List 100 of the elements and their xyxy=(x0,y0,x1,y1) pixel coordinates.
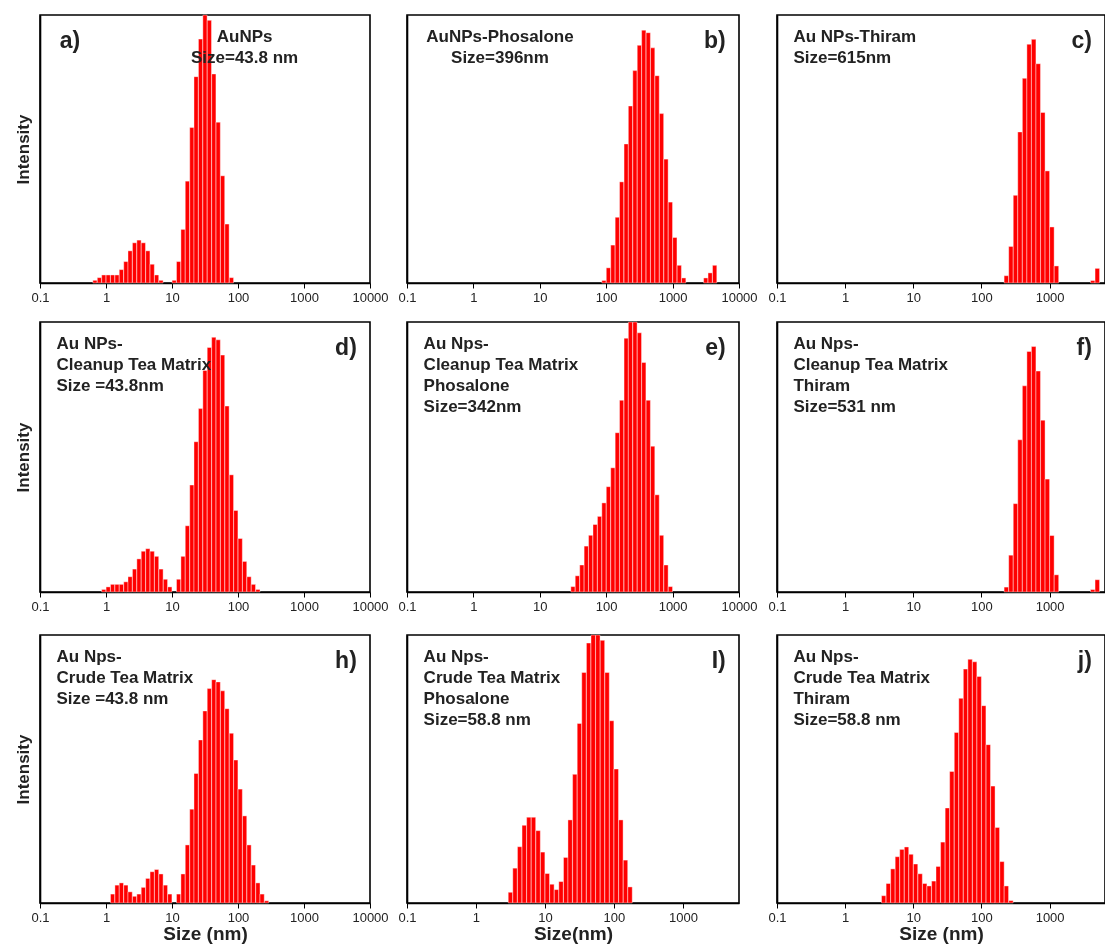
x-tick-label: 100 xyxy=(971,598,993,614)
x-tick-label: 10 xyxy=(533,289,548,305)
bar xyxy=(215,681,221,904)
annotation: Phosalone xyxy=(423,376,510,395)
x-tick-label: 0.1 xyxy=(768,289,787,305)
x-tick-label: 0.1 xyxy=(398,909,417,925)
annotation: d) xyxy=(335,334,357,360)
bar xyxy=(215,339,221,593)
x-axis-title: Size (nm) xyxy=(899,922,984,944)
x-tick-label: 1000 xyxy=(1035,909,1065,925)
bar xyxy=(149,871,155,904)
x-tick-label: 100 xyxy=(227,598,250,614)
bar xyxy=(101,589,107,593)
x-tick-label: 1000 xyxy=(658,598,688,614)
x-tick-label: 100 xyxy=(227,289,250,305)
bar xyxy=(645,32,651,284)
annotation: Size=531 nm xyxy=(793,397,896,416)
annotation: Au Nps- xyxy=(793,334,859,353)
x-tick-label: 100 xyxy=(971,289,993,305)
x-tick-label: 1 xyxy=(102,909,111,925)
annotation: Au Nps- xyxy=(423,647,489,666)
annotation: Cleanup Tea Matrix xyxy=(423,355,579,374)
x-tick-label: 10 xyxy=(165,909,180,925)
bar xyxy=(123,884,129,904)
annotation: Size=58.8 nm xyxy=(423,710,531,729)
annotation: Size =43.8nm xyxy=(56,376,164,395)
x-tick-label: 0.1 xyxy=(768,598,787,614)
annotation: Thiram xyxy=(793,689,851,708)
annotation: Size=396nm xyxy=(451,48,549,67)
x-tick-label: 1000 xyxy=(290,909,319,925)
annotation: Size=342nm xyxy=(423,397,522,416)
x-tick-label: 10 xyxy=(906,289,922,305)
x-tick-label: 1 xyxy=(102,598,111,614)
annotation: f) xyxy=(1076,334,1092,360)
x-axis-title: Size(nm) xyxy=(533,922,614,944)
annotation: Au Nps- xyxy=(793,647,859,666)
x-tick-label: 1000 xyxy=(668,909,698,925)
annotation: AuNPs xyxy=(216,27,273,46)
x-tick-label: 100 xyxy=(595,289,618,305)
x-tick-label: 100 xyxy=(971,909,993,925)
x-tick-label: 10 xyxy=(165,289,180,305)
bar xyxy=(632,321,638,593)
x-tick-label: 10000 xyxy=(352,598,389,614)
annotation: Au NPs- xyxy=(56,334,123,353)
annotation: Crude Tea Matrix xyxy=(423,668,561,687)
x-tick-label: 100 xyxy=(603,909,626,925)
x-tick-label: 100 xyxy=(595,598,618,614)
annotation: Size =43.8 nm xyxy=(56,689,169,708)
annotation: b) xyxy=(704,27,726,53)
text: h) xyxy=(335,647,357,673)
annotation: Au NPs-Thiram xyxy=(793,27,917,46)
annotation: I) xyxy=(711,647,726,673)
x-tick-label: 1 xyxy=(842,909,850,925)
x-tick-label: 1000 xyxy=(1035,289,1065,305)
x-tick-label: 1000 xyxy=(658,289,688,305)
bar xyxy=(105,586,111,593)
annotation: Crude Tea Matrix xyxy=(793,668,931,687)
x-tick-label: 10 xyxy=(165,598,180,614)
x-tick-label: 10 xyxy=(533,598,548,614)
annotation: Au Nps- xyxy=(423,334,489,353)
x-tick-label: 10000 xyxy=(352,289,389,305)
x-tick-label: 1 xyxy=(102,289,111,305)
y-axis-title: Intensity xyxy=(13,114,33,185)
x-tick-label: 1 xyxy=(842,289,850,305)
bar xyxy=(114,884,120,904)
annotation: a) xyxy=(59,27,81,53)
x-tick-label: 0.1 xyxy=(31,909,50,925)
x-tick-label: 1 xyxy=(470,289,478,305)
annotation: e) xyxy=(705,334,726,360)
x-tick-label: 1000 xyxy=(290,289,319,305)
x-tick-label: 0.1 xyxy=(398,598,417,614)
y-axis-title: Intensity xyxy=(13,422,33,493)
text: Au Nps- xyxy=(56,647,122,666)
annotation: j) xyxy=(1076,647,1092,673)
annotation: Thiram xyxy=(793,376,851,395)
annotation: Cleanup Tea Matrix xyxy=(793,355,949,374)
x-tick-label: 1000 xyxy=(290,598,319,614)
x-tick-label: 10000 xyxy=(352,909,389,925)
bar xyxy=(158,873,164,904)
x-axis-title: Size (nm) xyxy=(163,922,248,944)
x-tick-label: 100 xyxy=(227,909,250,925)
x-tick-label: 10000 xyxy=(721,598,758,614)
y-axis-title: Intensity xyxy=(13,734,33,805)
x-tick-label: 1 xyxy=(470,598,478,614)
annotation: Size=58.8 nm xyxy=(793,710,901,729)
bar xyxy=(145,548,151,593)
annotation: Phosalone xyxy=(423,689,510,708)
x-tick-label: 10000 xyxy=(721,289,758,305)
bar xyxy=(899,849,905,904)
x-tick-label: 1 xyxy=(472,909,481,925)
x-tick-label: 0.1 xyxy=(768,909,787,925)
x-tick-label: 1000 xyxy=(1035,598,1065,614)
annotation: c) xyxy=(1071,27,1092,53)
bar xyxy=(149,551,155,593)
x-tick-label: 10 xyxy=(906,909,922,925)
annotation: AuNPs-Phosalone xyxy=(426,27,574,46)
x-tick-label: 10 xyxy=(538,909,553,925)
x-tick-label: 1 xyxy=(842,598,850,614)
x-tick-label: 0.1 xyxy=(31,598,50,614)
bar xyxy=(114,584,120,593)
